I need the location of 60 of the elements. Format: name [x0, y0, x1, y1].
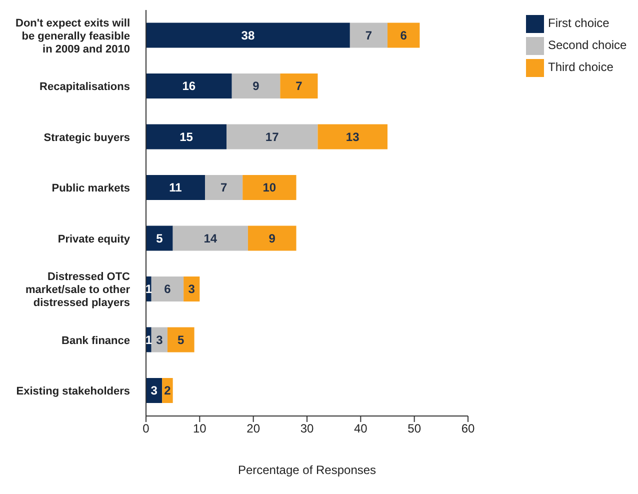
data-label: 16: [182, 79, 196, 94]
x-axis-title: Percentage of Responses: [238, 463, 376, 477]
data-label: 3: [150, 384, 158, 398]
legend-label: First choice: [548, 16, 610, 30]
bar: [151, 276, 184, 302]
data-label: 14: [204, 231, 218, 246]
bar: [350, 22, 388, 48]
y-tick-label: Don't expect exits will be generally feasible in 2009 and 2010: [16, 17, 130, 56]
data-label: 3: [156, 332, 164, 347]
bar: [242, 174, 296, 200]
bar: [388, 22, 420, 48]
data-label: 6: [164, 282, 172, 296]
x-tick-label: 10: [192, 422, 207, 436]
y-tick-label: Strategic buyers: [44, 132, 130, 144]
x-tick-label: 30: [300, 422, 314, 436]
bar: [151, 327, 168, 352]
data-label: 10: [262, 180, 276, 195]
bar: [162, 378, 173, 403]
x-tick-label: 40: [354, 422, 368, 436]
bar: [146, 73, 232, 98]
bar: [172, 226, 248, 251]
bar: [226, 124, 318, 150]
data-label: 3: [188, 282, 196, 296]
data-label: 2: [164, 384, 172, 398]
legend-label: Second choice: [548, 38, 627, 52]
bar: [167, 327, 194, 352]
y-tick-label: Recapitalisations: [40, 81, 130, 94]
bar: [146, 174, 206, 200]
x-tick-label: 20: [246, 422, 260, 436]
data-label: 13: [346, 130, 360, 144]
data-label: 9: [252, 79, 260, 94]
data-label: 7: [220, 180, 228, 195]
data-label: 38: [241, 28, 255, 42]
y-tick-label: Public markets: [52, 182, 130, 195]
data-label: 15: [180, 130, 194, 144]
x-tick-label: 50: [408, 422, 422, 436]
y-tick-label: Bank finance: [62, 334, 130, 347]
bar: [184, 276, 200, 302]
data-label: 9: [268, 231, 276, 246]
data-label: 7: [296, 79, 303, 94]
y-tick-label: Distressed OTC market/sale to other distressed players: [25, 271, 131, 310]
bar: [280, 73, 318, 98]
legend-label: Third choice: [548, 60, 614, 74]
bar: [248, 226, 296, 251]
x-tick-label: 60: [461, 422, 475, 436]
data-label: 5: [156, 231, 164, 246]
data-label: 5: [178, 332, 185, 347]
y-tick-label: Private equity: [58, 233, 131, 246]
data-label: 11: [169, 180, 182, 195]
y-tick-label: Existing stakeholders: [16, 386, 130, 398]
bar: [146, 226, 173, 251]
bar: [146, 124, 226, 150]
bar: [318, 124, 388, 150]
bar: [146, 22, 350, 48]
x-tick-label: 0: [142, 422, 150, 436]
bar: [205, 174, 243, 200]
bar: [232, 73, 280, 98]
data-label: 7: [365, 28, 372, 42]
data-label: 17: [265, 130, 280, 144]
data-label: 6: [400, 28, 408, 42]
